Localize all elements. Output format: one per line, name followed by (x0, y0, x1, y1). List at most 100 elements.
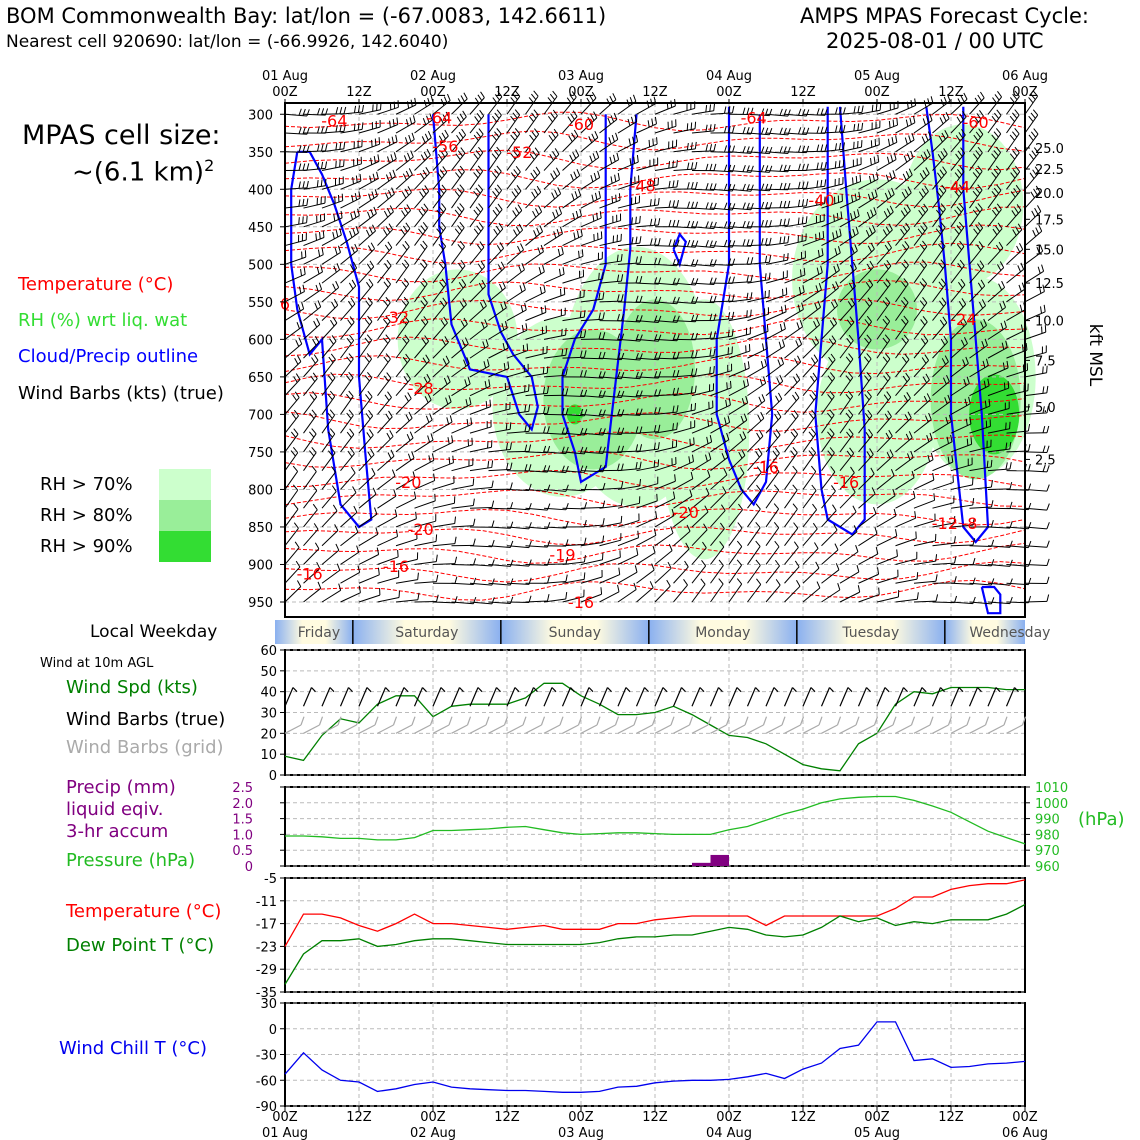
wind-barb-feather (852, 505, 857, 513)
wind-barb-feather (439, 300, 445, 307)
wind-barb (321, 217, 343, 228)
wind-barb-feather (839, 107, 842, 115)
wind-barb-feather (802, 285, 805, 293)
wind-barb-feather (817, 300, 821, 308)
wind-barb-feather (702, 541, 707, 549)
surface-barb-grid-feather (1003, 716, 1008, 726)
wind-barb-feather (383, 375, 389, 382)
weekday-label-4: Tuesday (841, 625, 899, 641)
wind-barb-feather (1013, 188, 1019, 195)
wind-barb-feather (520, 243, 524, 251)
temperature-label-24: -8 (962, 514, 978, 533)
temperature-label-23: -12 (932, 514, 958, 533)
wind-barb-feather (903, 315, 909, 322)
wind-barb (728, 491, 744, 509)
wind-barb (525, 311, 547, 322)
wind-barb (358, 574, 380, 584)
wind-barb-feather (1030, 191, 1035, 199)
wind-barb-feather (654, 277, 658, 285)
wind-barb (913, 580, 936, 584)
wind-barb-feather (292, 394, 298, 401)
wind-barb-feather (979, 260, 985, 267)
precip-tick-label: 2.0 (232, 797, 253, 812)
wind-barb-feather (900, 300, 907, 307)
wind-barb-feather (529, 134, 535, 141)
wind-barb (617, 485, 640, 490)
wind-barb-feather (439, 169, 445, 176)
wind-barb-feather (1010, 191, 1016, 198)
wind-barb-feather (768, 272, 771, 280)
wind-barb (469, 601, 492, 605)
wind-barb (303, 587, 322, 603)
wind-barb-feather (443, 96, 448, 104)
wind-barb-feather (505, 462, 509, 470)
wind-barb-feather (591, 91, 597, 99)
wind-barb-feather (503, 362, 506, 371)
wind-barb-feather (557, 187, 562, 194)
wind-barb-feather (293, 376, 298, 383)
wind-barb-feather (295, 560, 301, 568)
wind-barb-feather (384, 394, 390, 401)
wind-barb-feather (403, 155, 408, 163)
wind-barb-feather (832, 317, 838, 324)
wind-barb-feather (999, 303, 1003, 310)
wind-barb-feather (709, 163, 713, 171)
wind-barb-feather (327, 412, 333, 419)
wind-barb-feather (944, 129, 949, 137)
surface-barb-grid-feather (892, 716, 897, 726)
wind-barb-feather (709, 277, 713, 285)
wind-barb-feather (479, 241, 485, 248)
wind-barbs-true-label: Wind Barbs (true) (66, 709, 226, 730)
wind-barb-feather (403, 296, 410, 303)
wind-barb (340, 531, 359, 547)
legend-temperature: Temperature (°C) (18, 274, 174, 295)
wind-barb-feather (364, 375, 370, 382)
wind-barb-feather (543, 426, 546, 434)
wind-barb-feather (1016, 245, 1021, 253)
wind-barb-feather (1032, 109, 1039, 116)
wind-barb (395, 599, 418, 603)
wind-barb-feather (806, 163, 809, 171)
surface-wind-tick-label: 50 (260, 665, 277, 680)
time-bottom-date: 05 Aug (854, 1126, 900, 1140)
wind-barb (821, 549, 839, 565)
wind-barb-feather (746, 257, 750, 265)
wind-barb-feather (593, 172, 597, 180)
wind-barb-feather (520, 304, 524, 313)
wind-barb-feather (420, 319, 426, 326)
wind-barb-feather (938, 281, 944, 288)
wind-barb-feather (750, 107, 754, 115)
wind-barb (802, 567, 820, 584)
wind-barb-feather (843, 107, 846, 115)
wind-barb-feather (850, 298, 856, 305)
wind-barb-feather (926, 393, 931, 400)
temperature-label-11: -32 (383, 308, 409, 327)
wind-barb-feather (672, 219, 676, 227)
wind-barb-feather (808, 450, 814, 457)
surface-barb-feather (866, 687, 871, 693)
wind-barb-feather (537, 247, 541, 255)
wind-barb-feather (672, 370, 676, 378)
wind-barb-feather (1014, 146, 1020, 153)
surface-barb-true (672, 687, 683, 707)
wind-barb-feather (617, 172, 620, 181)
wind-barb-feather (459, 113, 465, 121)
wind-barb (358, 195, 378, 209)
wind-barb-feather (908, 168, 913, 176)
wind-barb (506, 526, 529, 530)
wind-barb-feather (787, 128, 791, 136)
wind-barb-feather (857, 209, 860, 217)
wind-barb-feather (666, 579, 671, 587)
wind-barb-feather (364, 319, 370, 326)
wind-barb-feather (845, 393, 851, 400)
wind-barb (747, 490, 762, 509)
wind-barb-feather (435, 554, 438, 562)
surface-barb-feather (422, 687, 427, 693)
wind-barb-feather (455, 172, 461, 179)
wind-barb-feather (561, 446, 565, 454)
wind-barb-feather (798, 286, 802, 294)
wind-barb-feather (727, 106, 731, 114)
wind-barb-feather (726, 382, 728, 390)
wind-barb-feather (972, 190, 978, 197)
wind-barb (358, 473, 376, 490)
